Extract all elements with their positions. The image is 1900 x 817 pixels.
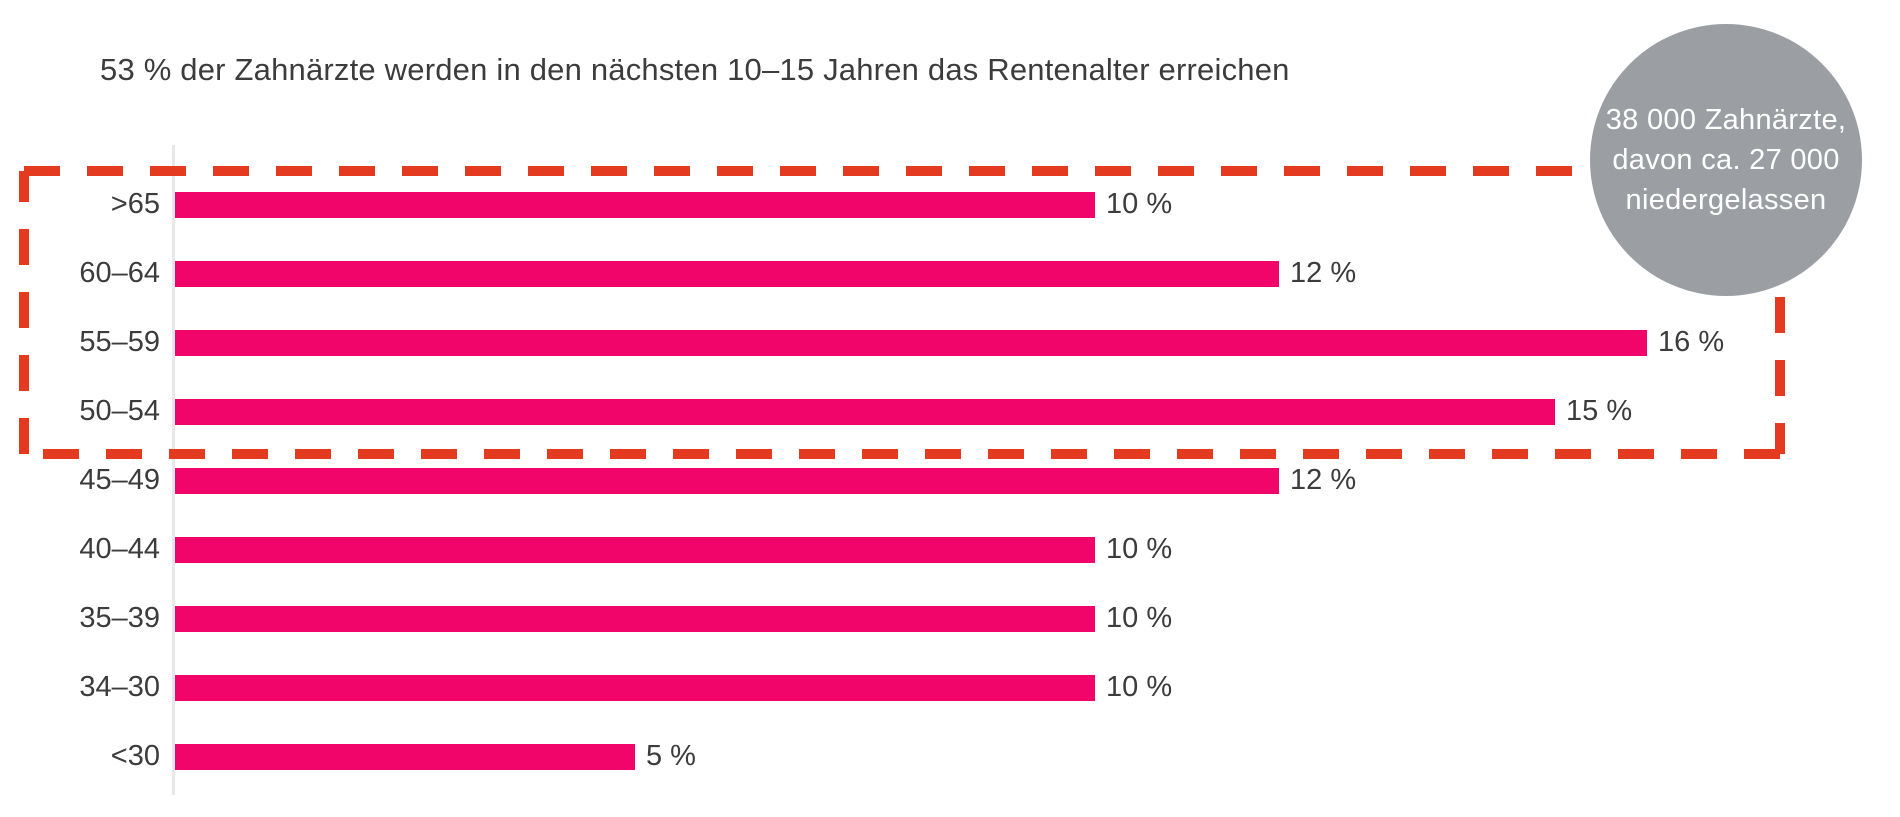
value-label: 12 % (1290, 257, 1357, 289)
badge-line: davon ca. 27 000 (1612, 144, 1840, 176)
y-axis-line (172, 145, 175, 795)
value-label: 12 % (1290, 464, 1357, 496)
bar-row: 60–64 12 % (0, 239, 1900, 308)
bar (175, 467, 1279, 494)
category-label: 50–54 (79, 395, 160, 427)
category-label: 34–30 (79, 671, 160, 703)
value-label: 5 % (646, 740, 696, 772)
category-label: >65 (110, 188, 160, 220)
category-label: 45–49 (79, 464, 160, 496)
bar-row: 45–49 12 % (0, 446, 1900, 515)
category-label: 40–44 (79, 533, 160, 565)
value-label: 16 % (1658, 326, 1725, 358)
bar (175, 191, 1095, 218)
bar (175, 605, 1095, 632)
chart-title: 53 % der Zahnärzte werden in den nächste… (100, 52, 1290, 87)
bar-row: 34–30 10 % (0, 653, 1900, 722)
bar (175, 674, 1095, 701)
value-label: 15 % (1566, 395, 1633, 427)
value-label: 10 % (1106, 533, 1173, 565)
total-count-badge: 38 000 Zahnärzte, davon ca. 27 000 niede… (1590, 24, 1862, 296)
bar (175, 329, 1647, 356)
value-label: 10 % (1106, 188, 1173, 220)
category-label: 55–59 (79, 326, 160, 358)
bar-row: >65 10 % (0, 170, 1900, 239)
bar-row: 55–59 16 % (0, 308, 1900, 377)
category-label: <30 (110, 740, 160, 772)
category-label: 35–39 (79, 602, 160, 634)
bar (175, 398, 1555, 425)
badge-line: 38 000 Zahnärzte, (1605, 104, 1847, 136)
bar-row: 35–39 10 % (0, 584, 1900, 653)
bar (175, 536, 1095, 563)
bar-row: 50–54 15 % (0, 377, 1900, 446)
value-label: 10 % (1106, 671, 1173, 703)
badge-line: niedergelassen (1625, 184, 1827, 216)
category-label: 60–64 (79, 257, 160, 289)
bar (175, 743, 635, 770)
bar-row: <30 5 % (0, 722, 1900, 791)
bar-row: 40–44 10 % (0, 515, 1900, 584)
value-label: 10 % (1106, 602, 1173, 634)
bar (175, 260, 1279, 287)
bar-rows: >65 10 % 60–64 12 % 55–59 16 % 50–54 15 % 45–49 1… (0, 170, 1900, 791)
